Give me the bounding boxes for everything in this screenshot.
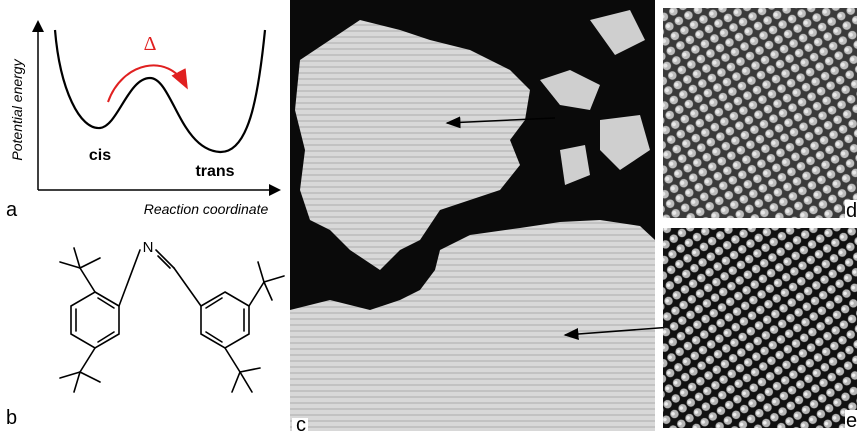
panel-label: a bbox=[6, 199, 18, 221]
y-axis-label: Potential energy bbox=[9, 58, 25, 160]
stm-image-d: d bbox=[663, 8, 857, 222]
x-axis-label: Reaction coordinate bbox=[144, 201, 269, 217]
page: Δ cis trans Potential energy Reaction co… bbox=[0, 0, 857, 436]
stm-image-c: c bbox=[290, 0, 712, 431]
energy-diagram: Δ cis trans Potential energy Reaction co… bbox=[6, 26, 275, 221]
stm-image-e: e bbox=[663, 228, 857, 431]
atom-label: N bbox=[143, 239, 154, 256]
panel-label: c bbox=[296, 414, 306, 431]
panel-label: b bbox=[6, 407, 17, 429]
panel-label: e bbox=[846, 410, 857, 431]
panel-label: d bbox=[846, 200, 857, 222]
figure: Δ cis trans Potential energy Reaction co… bbox=[0, 0, 857, 431]
molecule: N b bbox=[6, 239, 284, 429]
barrier-label: Δ bbox=[144, 33, 157, 55]
cis-label: cis bbox=[89, 147, 111, 164]
trans-label: trans bbox=[195, 163, 234, 180]
